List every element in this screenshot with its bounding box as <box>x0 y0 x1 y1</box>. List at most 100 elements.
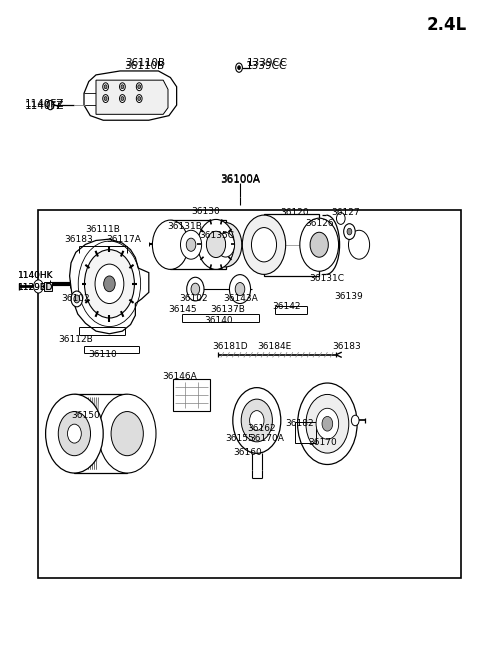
Circle shape <box>238 66 240 70</box>
Circle shape <box>336 213 345 225</box>
Circle shape <box>347 228 352 235</box>
Text: 36155: 36155 <box>225 434 254 443</box>
Circle shape <box>351 415 359 426</box>
Text: 36170A: 36170A <box>250 434 284 443</box>
Text: 36184E: 36184E <box>257 342 292 351</box>
Circle shape <box>298 383 357 464</box>
Text: 2.4L: 2.4L <box>426 16 467 34</box>
Circle shape <box>152 220 188 269</box>
Text: 36127: 36127 <box>331 208 360 217</box>
Circle shape <box>95 264 124 304</box>
Circle shape <box>236 63 242 72</box>
Circle shape <box>180 231 202 260</box>
Circle shape <box>191 283 200 295</box>
Text: 36160: 36160 <box>233 447 262 457</box>
Circle shape <box>104 85 107 89</box>
Circle shape <box>306 394 349 453</box>
Text: 36110: 36110 <box>88 350 117 359</box>
Text: 1129ED: 1129ED <box>18 283 54 292</box>
Bar <box>38 210 461 578</box>
Text: 36120: 36120 <box>280 208 309 217</box>
Circle shape <box>242 215 286 275</box>
Circle shape <box>235 283 245 296</box>
Circle shape <box>120 83 125 91</box>
Text: 1129ED: 1129ED <box>18 283 54 292</box>
Text: 36170: 36170 <box>308 438 337 447</box>
Circle shape <box>138 97 141 101</box>
Circle shape <box>206 231 226 258</box>
Circle shape <box>47 101 54 110</box>
Circle shape <box>120 95 125 102</box>
Text: 1140HK: 1140HK <box>18 271 54 280</box>
Text: 36139: 36139 <box>335 292 363 301</box>
Text: 36131C: 36131C <box>309 274 344 283</box>
Circle shape <box>104 97 107 101</box>
Bar <box>173 379 210 411</box>
Circle shape <box>46 394 103 473</box>
Text: 36100A: 36100A <box>220 173 260 184</box>
Text: 36126: 36126 <box>305 219 334 228</box>
Text: 36183: 36183 <box>332 342 361 351</box>
Circle shape <box>216 233 235 257</box>
Text: 36102: 36102 <box>61 294 90 304</box>
Text: 36117A: 36117A <box>107 235 141 244</box>
Circle shape <box>103 95 108 102</box>
Text: 36150: 36150 <box>71 411 100 420</box>
Circle shape <box>71 291 83 307</box>
Text: 1140FZ: 1140FZ <box>25 99 64 110</box>
Text: 1339CC: 1339CC <box>246 60 287 71</box>
Circle shape <box>84 250 134 318</box>
PathPatch shape <box>96 80 168 114</box>
Circle shape <box>316 408 339 440</box>
Circle shape <box>209 223 242 267</box>
Circle shape <box>322 417 333 431</box>
Circle shape <box>136 95 142 102</box>
PathPatch shape <box>84 71 177 120</box>
Circle shape <box>111 411 144 456</box>
Bar <box>74 394 127 473</box>
Text: 36110B: 36110B <box>125 58 166 68</box>
Text: 36162: 36162 <box>247 424 276 433</box>
Text: 36131B: 36131B <box>167 222 202 231</box>
Circle shape <box>98 394 156 473</box>
Circle shape <box>348 231 370 260</box>
Text: 36142: 36142 <box>272 302 300 311</box>
Bar <box>295 422 316 443</box>
Text: 36181D: 36181D <box>213 342 248 351</box>
Bar <box>264 214 319 276</box>
Text: 36135C: 36135C <box>200 231 234 240</box>
Bar <box>170 220 226 269</box>
Text: 1140FZ: 1140FZ <box>25 101 64 112</box>
Circle shape <box>233 388 281 453</box>
Circle shape <box>241 399 273 442</box>
Text: 36182: 36182 <box>286 419 314 428</box>
Bar <box>44 282 52 291</box>
Circle shape <box>58 411 91 456</box>
Circle shape <box>198 219 234 269</box>
Text: 36143A: 36143A <box>224 294 258 304</box>
Circle shape <box>300 218 338 271</box>
Text: 36130: 36130 <box>191 207 220 216</box>
Text: 36100A: 36100A <box>220 175 260 185</box>
Text: 36145: 36145 <box>168 305 197 314</box>
Circle shape <box>252 227 276 262</box>
Circle shape <box>68 424 81 443</box>
Text: 36137B: 36137B <box>210 305 245 314</box>
Circle shape <box>250 411 264 430</box>
Circle shape <box>310 233 328 258</box>
Circle shape <box>104 276 115 292</box>
Text: 1140HK: 1140HK <box>18 271 54 280</box>
Text: 36110B: 36110B <box>124 60 164 71</box>
Text: 36146A: 36146A <box>163 372 197 381</box>
Circle shape <box>136 83 142 91</box>
Circle shape <box>187 277 204 301</box>
Text: 36183: 36183 <box>64 235 93 244</box>
Circle shape <box>103 83 108 91</box>
Circle shape <box>74 295 80 303</box>
Text: 36140: 36140 <box>204 316 233 325</box>
Circle shape <box>34 280 43 293</box>
Text: 36111B: 36111B <box>86 225 120 234</box>
PathPatch shape <box>70 239 149 334</box>
Circle shape <box>344 223 355 240</box>
Text: 1339CC: 1339CC <box>247 58 288 68</box>
